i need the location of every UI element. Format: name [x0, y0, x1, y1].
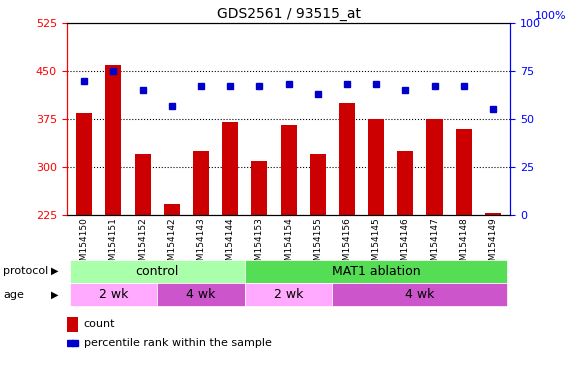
Text: 2 wk: 2 wk: [274, 288, 303, 301]
Bar: [70, 260, 245, 283]
Text: GSM154156: GSM154156: [342, 217, 351, 272]
Text: ▶: ▶: [50, 290, 58, 300]
Bar: [310, 154, 326, 215]
Text: GSM154148: GSM154148: [459, 217, 468, 272]
Text: 100%: 100%: [535, 11, 567, 21]
Text: 4 wk: 4 wk: [186, 288, 216, 301]
Text: GSM154154: GSM154154: [284, 217, 293, 272]
Bar: [281, 126, 296, 215]
Text: GSM154144: GSM154144: [226, 217, 235, 272]
Text: GSM154149: GSM154149: [488, 217, 498, 272]
Bar: [135, 154, 151, 215]
Title: GDS2561 / 93515_at: GDS2561 / 93515_at: [216, 7, 361, 21]
Bar: [245, 283, 332, 306]
Text: 2 wk: 2 wk: [99, 288, 128, 301]
Text: control: control: [136, 265, 179, 278]
Text: GSM154143: GSM154143: [197, 217, 205, 272]
Text: percentile rank within the sample: percentile rank within the sample: [84, 338, 271, 348]
Bar: [76, 113, 92, 215]
Text: GSM154150: GSM154150: [79, 217, 89, 272]
Text: count: count: [84, 319, 115, 329]
Bar: [193, 151, 209, 215]
Text: protocol: protocol: [3, 266, 48, 276]
Text: 4 wk: 4 wk: [405, 288, 434, 301]
Text: GSM154153: GSM154153: [255, 217, 264, 272]
Text: GSM154147: GSM154147: [430, 217, 439, 272]
Text: GSM154146: GSM154146: [401, 217, 410, 272]
Text: ▶: ▶: [50, 266, 58, 276]
Bar: [106, 65, 121, 215]
Bar: [397, 151, 414, 215]
Bar: [222, 122, 238, 215]
Bar: [245, 260, 508, 283]
Text: GSM154155: GSM154155: [313, 217, 322, 272]
Bar: [67, 317, 78, 332]
Bar: [251, 161, 267, 215]
Bar: [368, 119, 384, 215]
Text: MAT1 ablation: MAT1 ablation: [332, 265, 420, 278]
Text: GSM154151: GSM154151: [109, 217, 118, 272]
Bar: [426, 119, 443, 215]
Text: age: age: [3, 290, 24, 300]
Bar: [164, 204, 180, 215]
Text: GSM154152: GSM154152: [138, 217, 147, 272]
Text: GSM154145: GSM154145: [372, 217, 380, 272]
Bar: [157, 283, 245, 306]
Bar: [332, 283, 508, 306]
Bar: [456, 129, 472, 215]
Bar: [485, 213, 501, 215]
Bar: [339, 103, 355, 215]
Bar: [70, 283, 157, 306]
Text: GSM154142: GSM154142: [167, 217, 176, 272]
